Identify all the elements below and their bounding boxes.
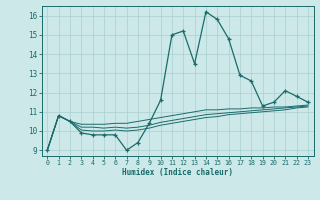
X-axis label: Humidex (Indice chaleur): Humidex (Indice chaleur)	[122, 168, 233, 177]
